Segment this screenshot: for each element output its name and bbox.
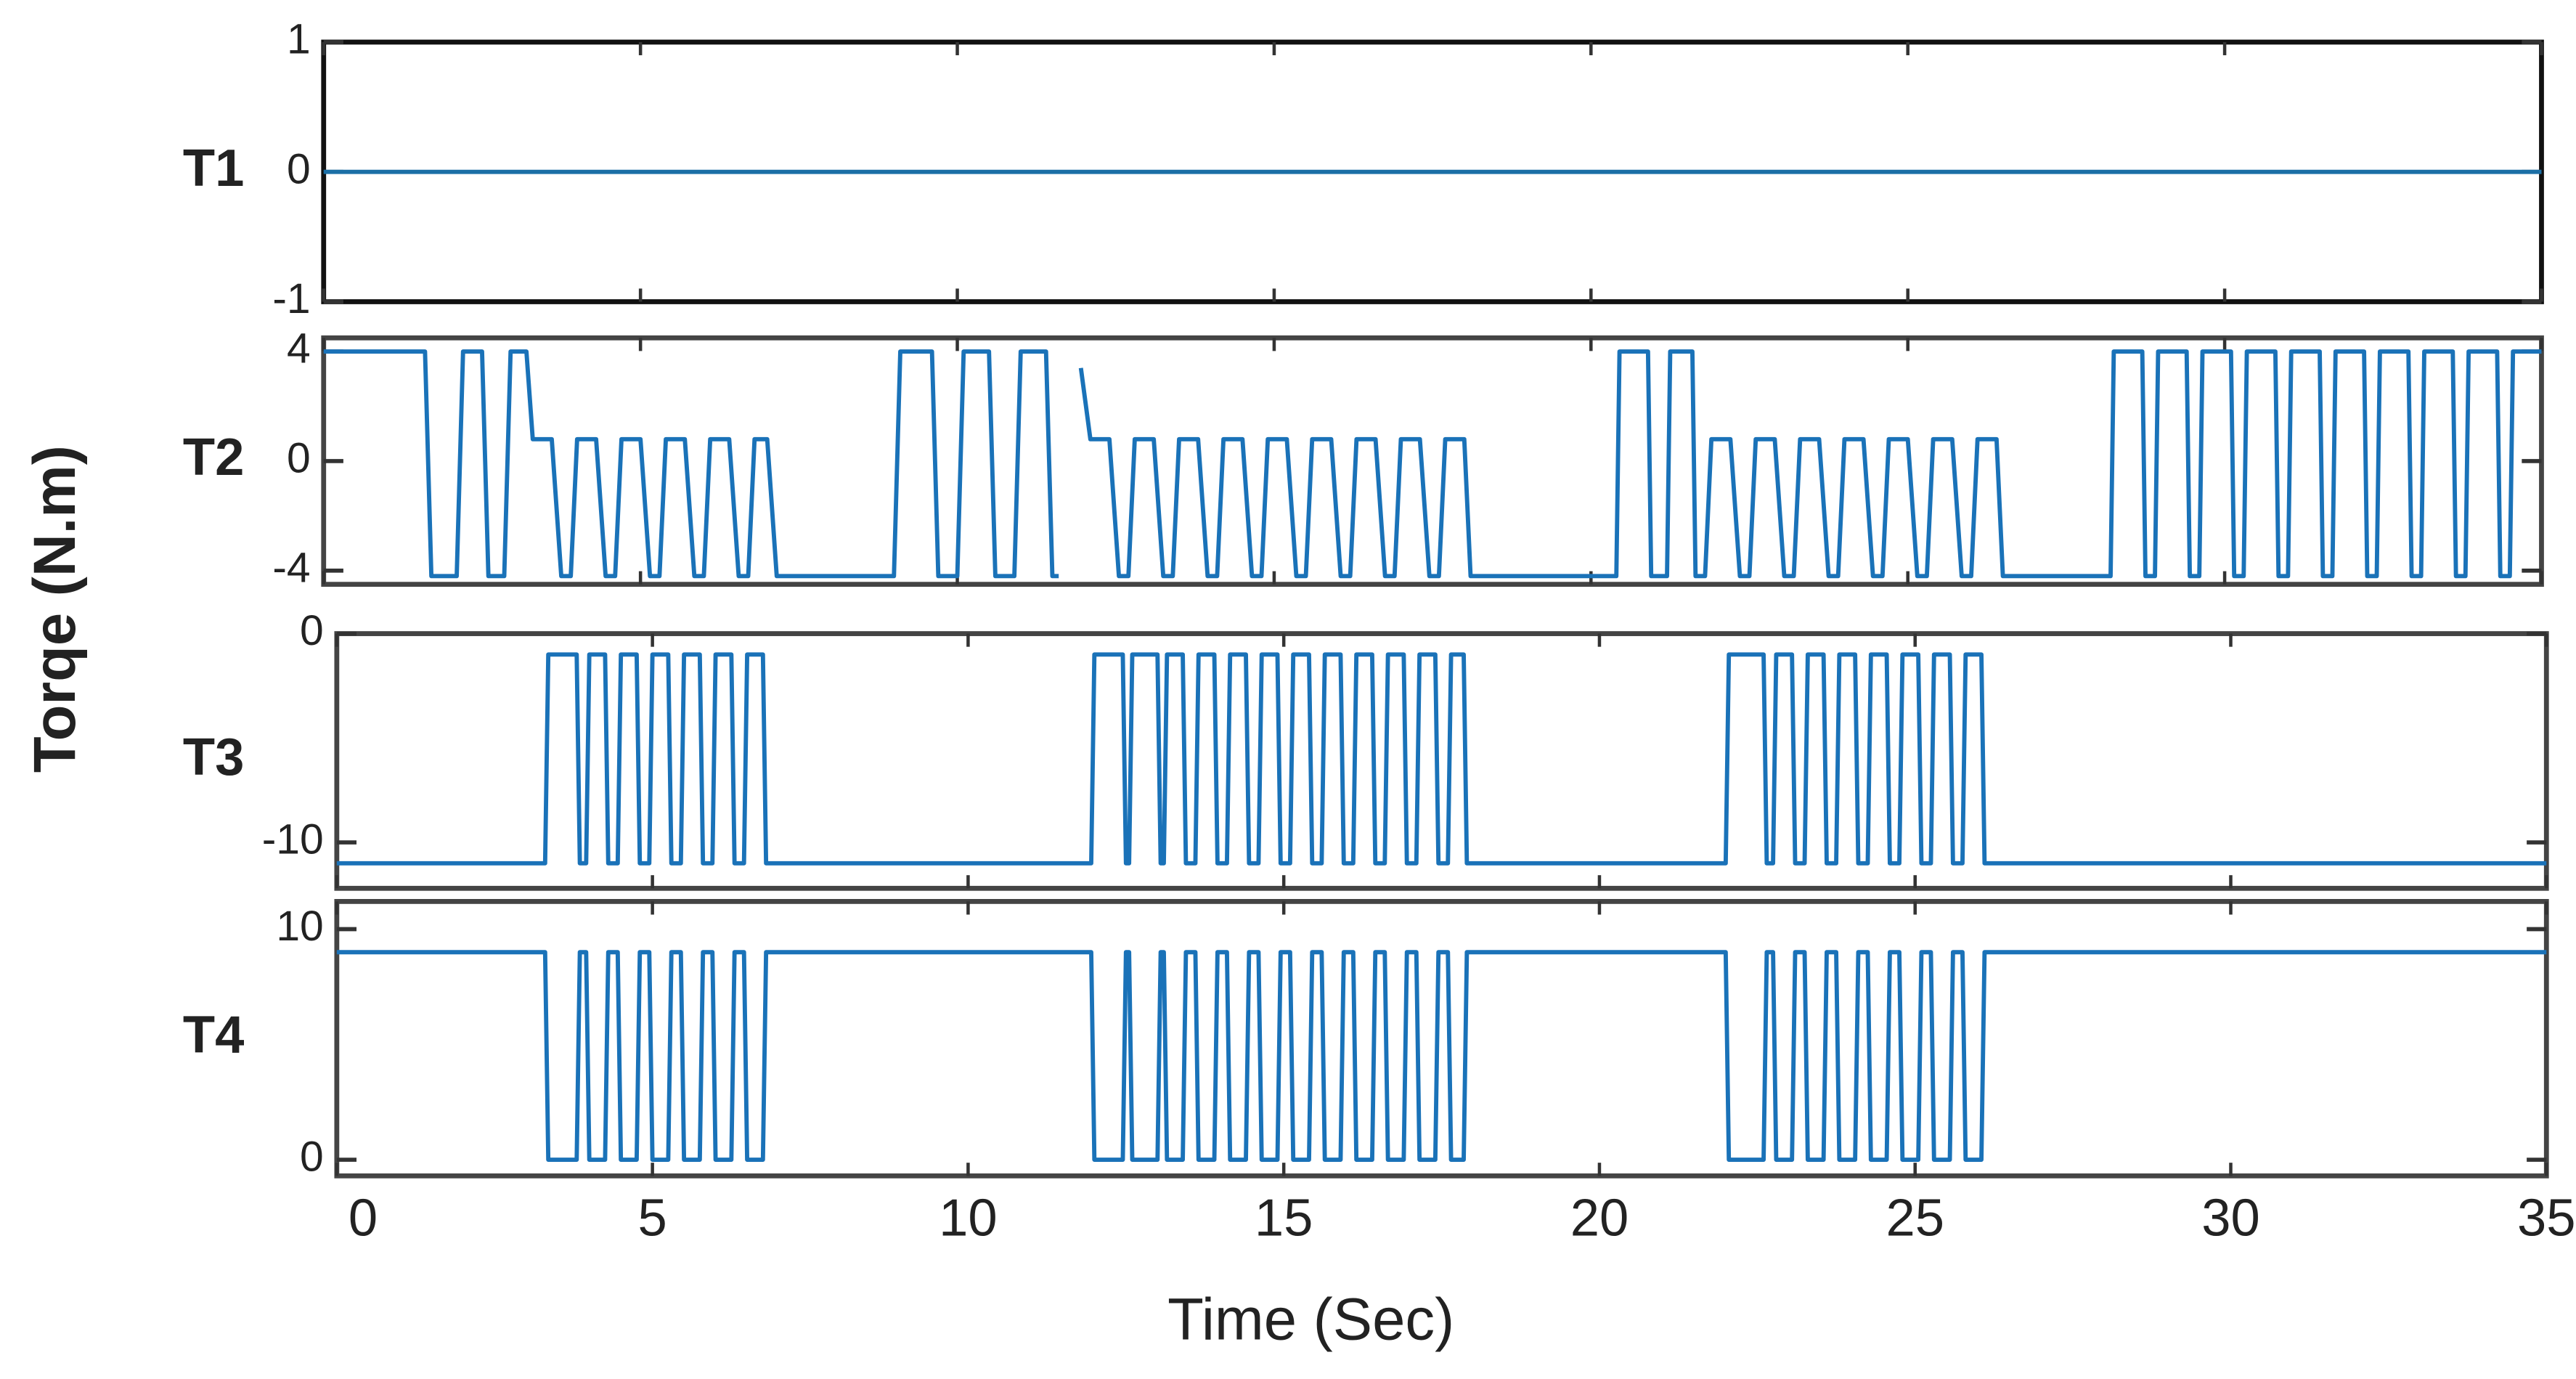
data-line [336, 950, 2547, 1162]
y-tick-label: -4 [272, 544, 310, 591]
panel-label: T2 [183, 428, 244, 487]
x-axis-label: Time (Sec) [1167, 1286, 1454, 1352]
y-tick-label: 10 [276, 903, 323, 950]
x-tick-label: 25 [1886, 1189, 1944, 1248]
panel-label: T4 [183, 1005, 244, 1064]
plot-frame [334, 899, 2549, 1179]
plot-frame [321, 335, 2544, 587]
y-tick-label: 1 [287, 16, 311, 63]
y-tick-label: 0 [287, 435, 311, 482]
x-tick-label: 10 [939, 1189, 998, 1248]
x-tick-label: 0 [349, 1189, 378, 1248]
panel-label: T1 [183, 139, 244, 198]
plot-frame [334, 631, 2549, 891]
y-axis-label: Torqe (N.m) [22, 445, 88, 773]
y-tick-label: 0 [300, 1134, 324, 1181]
x-tick-label: 30 [2201, 1189, 2260, 1248]
y-tick-label: 0 [300, 607, 324, 654]
x-tick-label: 5 [638, 1189, 667, 1248]
panel-label: T3 [183, 728, 244, 786]
y-tick-label: -10 [262, 816, 324, 863]
data-line [336, 652, 2547, 866]
y-tick-label: 0 [287, 145, 311, 192]
y-tick-label: -1 [272, 275, 310, 322]
data-line [323, 349, 2542, 579]
x-tick-label: 35 [2517, 1189, 2576, 1248]
y-tick-label: 4 [287, 325, 311, 373]
x-tick-label: 15 [1255, 1189, 1313, 1248]
x-tick-label: 20 [1570, 1189, 1629, 1248]
